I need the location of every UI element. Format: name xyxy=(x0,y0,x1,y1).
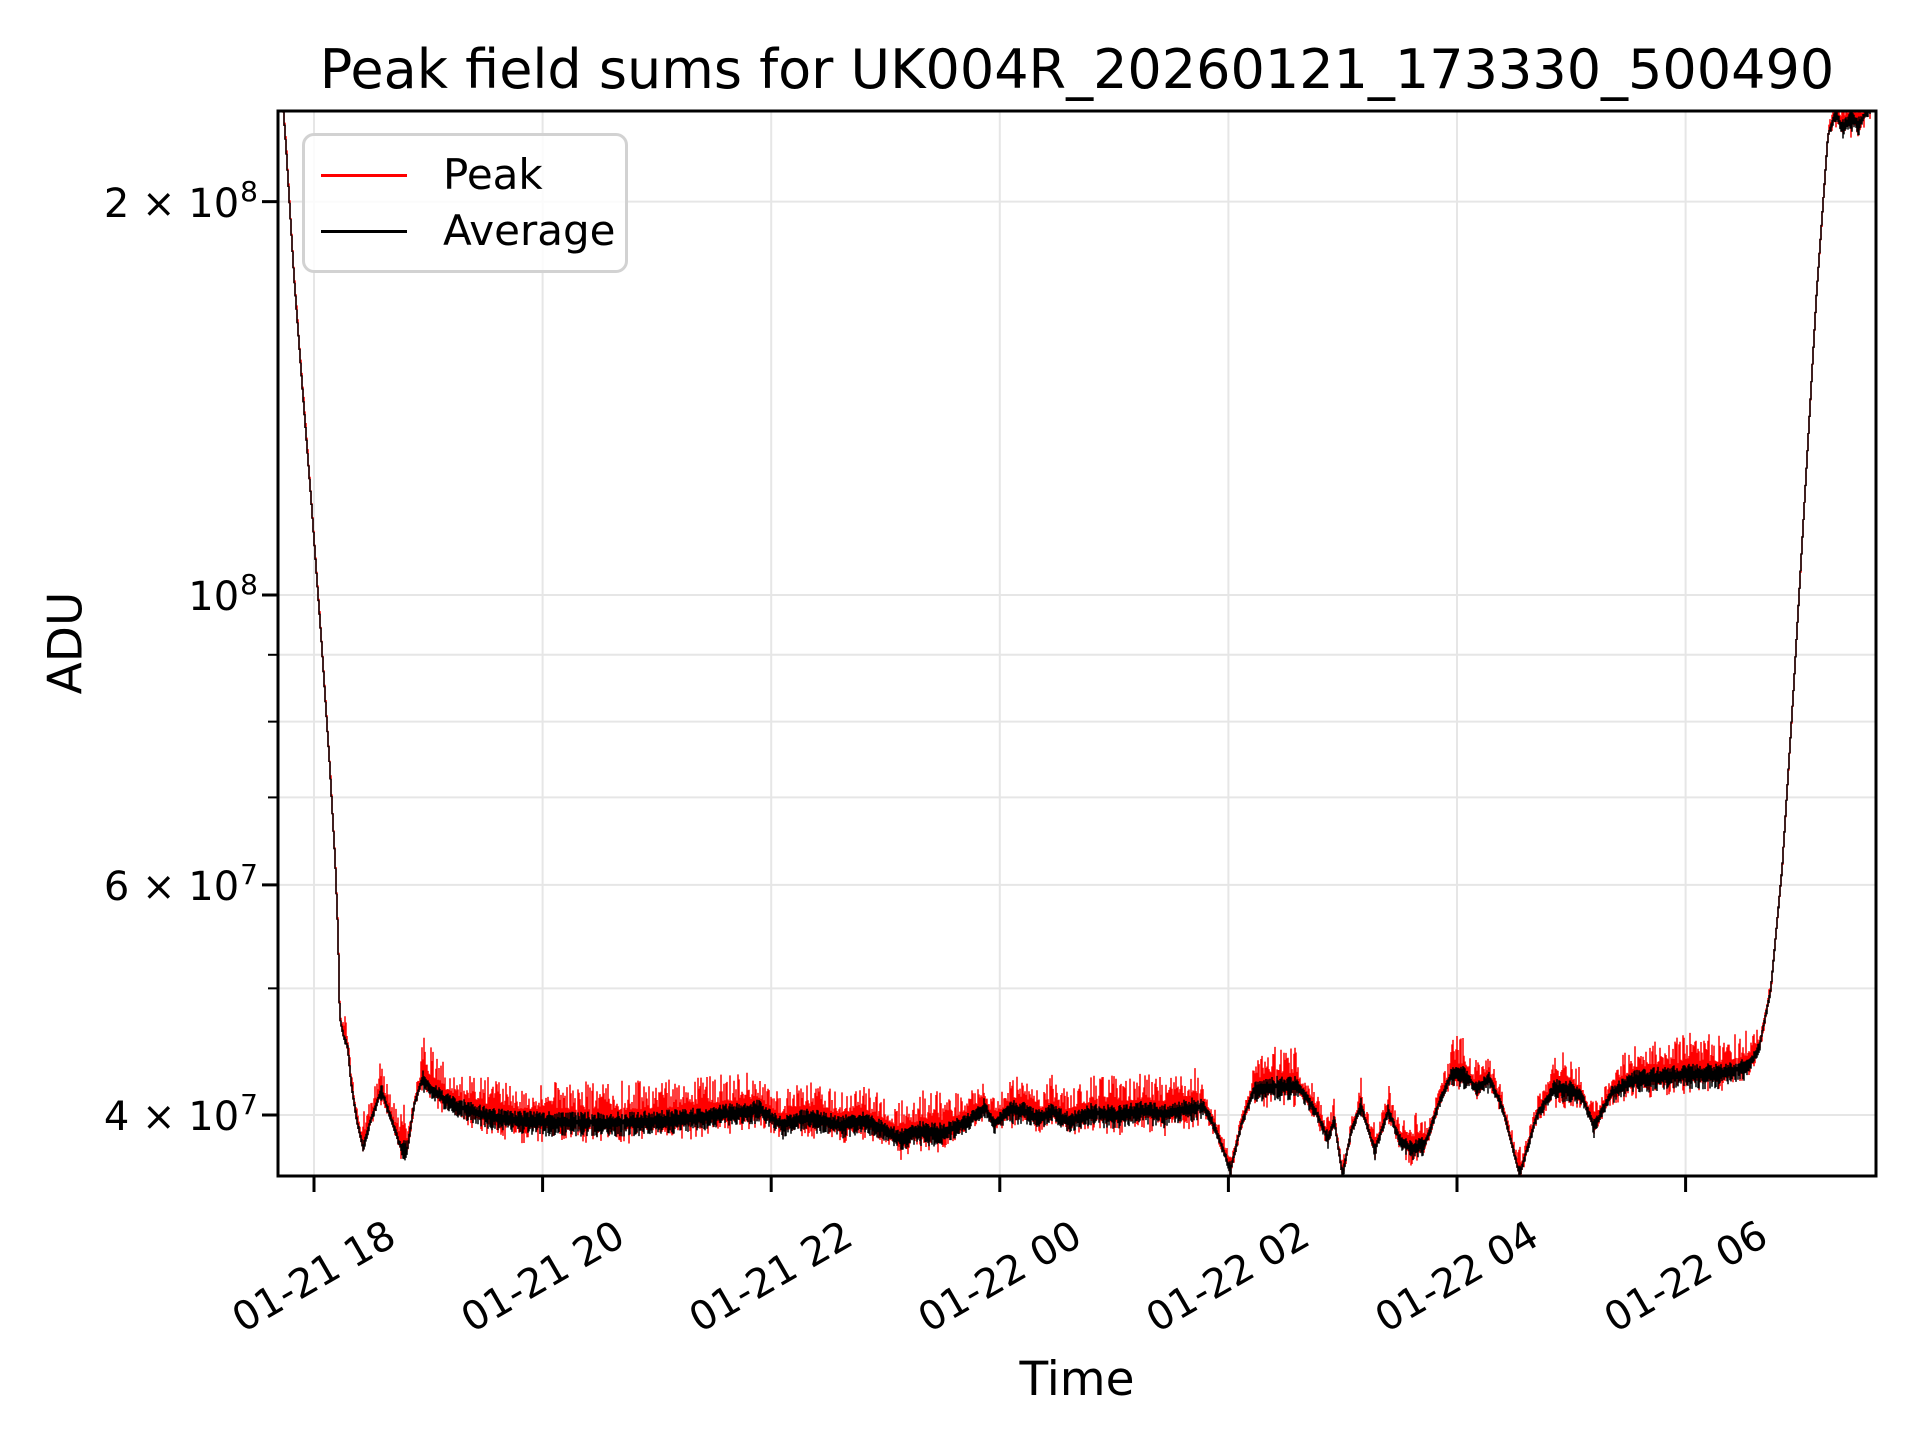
y-axis-label: ADU xyxy=(38,591,94,695)
chart-title: Peak field sums for UK004R_20260121_1733… xyxy=(319,38,1835,101)
legend-item-peak: Peak xyxy=(321,154,625,196)
axes-border xyxy=(276,109,1878,1178)
tick-marks xyxy=(262,200,1688,1192)
y-tick-label: 2 × 108 xyxy=(103,174,258,227)
y-tick-label: 108 xyxy=(188,567,258,621)
y-tick-label: 6 × 107 xyxy=(103,857,258,911)
legend: Peak Average xyxy=(302,133,628,273)
x-axis-label: Time xyxy=(1019,1352,1135,1407)
legend-label-peak: Peak xyxy=(443,150,543,199)
y-tick-label: 4 × 107 xyxy=(103,1087,258,1141)
legend-item-average: Average xyxy=(321,210,625,252)
peak-line-sample xyxy=(321,173,407,177)
legend-label-average: Average xyxy=(443,206,616,255)
average-line-sample xyxy=(321,229,407,233)
